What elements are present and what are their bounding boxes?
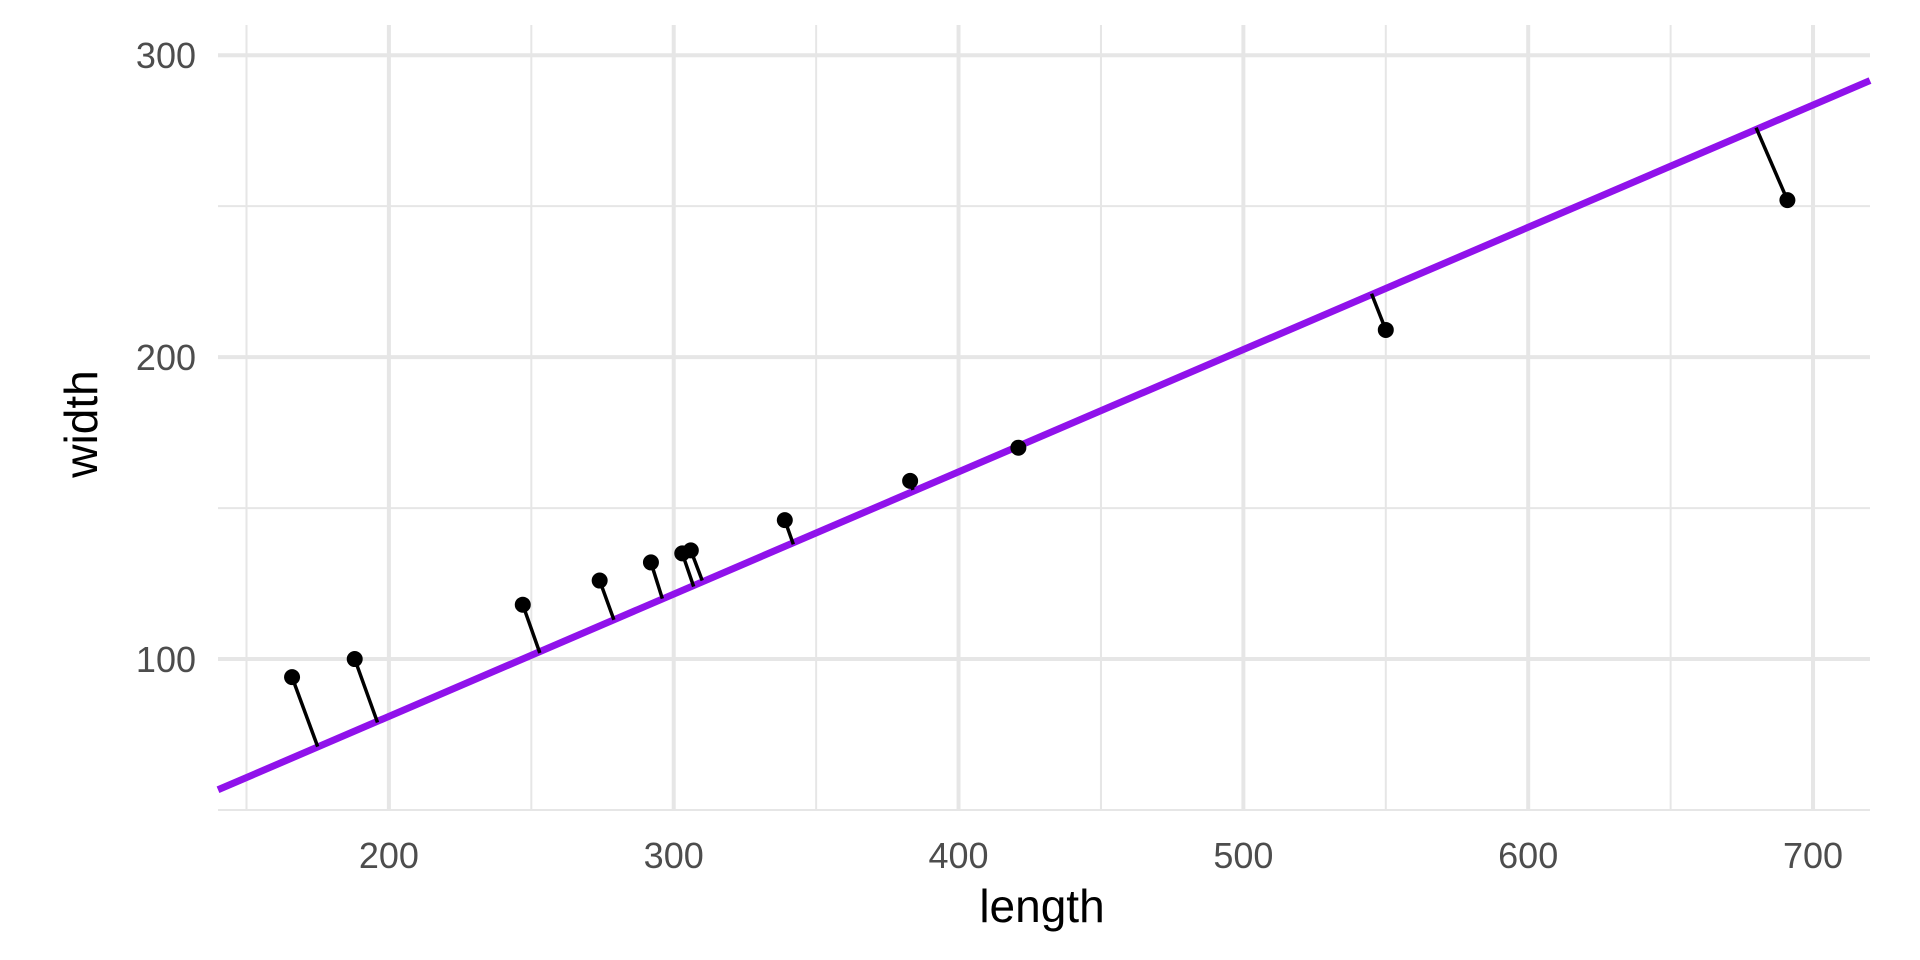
residual-segment	[290, 676, 320, 748]
y-tick-label: 300	[136, 35, 196, 76]
y-tick-label: 100	[136, 639, 196, 680]
fit-line-layer	[216, 77, 1872, 793]
data-point	[346, 651, 363, 668]
x-tick-label: 600	[1498, 835, 1558, 876]
fit-line	[216, 77, 1872, 793]
y-tick-label: 200	[136, 337, 196, 378]
x-tick-label: 400	[929, 835, 989, 876]
data-point	[682, 542, 699, 559]
y-axis-tick-labels: 100 200 300	[136, 35, 196, 680]
x-tick-label: 500	[1213, 835, 1273, 876]
data-point	[514, 596, 531, 613]
residual-segment	[353, 658, 380, 724]
residual-segment	[1754, 126, 1790, 201]
major-gridlines	[218, 25, 1870, 810]
x-tick-label: 300	[644, 835, 704, 876]
x-tick-label: 700	[1783, 835, 1843, 876]
data-point	[1779, 192, 1796, 209]
data-point	[642, 554, 659, 571]
y-axis-title: width	[55, 370, 107, 478]
x-tick-label: 200	[359, 835, 419, 876]
data-points	[284, 192, 1796, 686]
data-point	[284, 669, 301, 686]
data-point	[902, 472, 919, 489]
data-point	[776, 512, 793, 529]
residual-segment	[521, 604, 542, 654]
data-point	[591, 572, 608, 589]
x-axis-title: length	[979, 880, 1104, 932]
data-point	[1010, 439, 1027, 456]
minor-gridlines	[218, 25, 1870, 811]
data-point	[1377, 321, 1394, 338]
x-axis-tick-labels: 200 300 400 500 600 700	[359, 835, 1843, 876]
